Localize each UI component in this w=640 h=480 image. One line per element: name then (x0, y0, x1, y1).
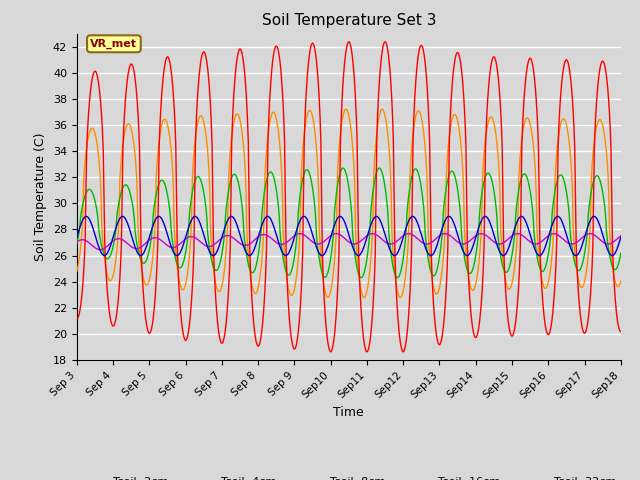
X-axis label: Time: Time (333, 406, 364, 419)
Legend: Tsoil -2cm, Tsoil -4cm, Tsoil -8cm, Tsoil -16cm, Tsoil -32cm: Tsoil -2cm, Tsoil -4cm, Tsoil -8cm, Tsoi… (77, 473, 621, 480)
Title: Soil Temperature Set 3: Soil Temperature Set 3 (262, 13, 436, 28)
Text: VR_met: VR_met (90, 39, 138, 49)
Y-axis label: Soil Temperature (C): Soil Temperature (C) (35, 132, 47, 261)
